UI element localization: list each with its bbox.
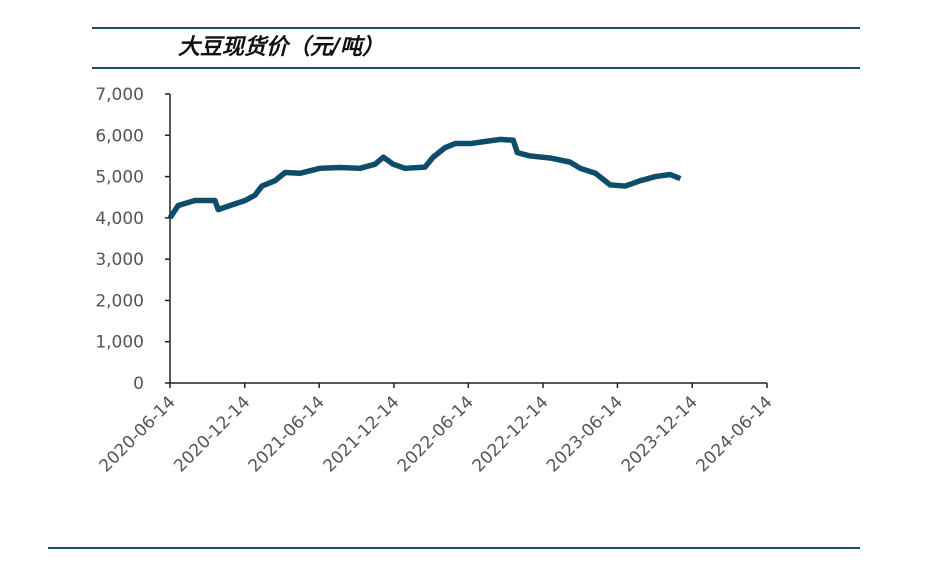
y-tick-label: 3,000 — [95, 250, 144, 270]
data-line — [167, 136, 682, 220]
y-tick-label: 0 — [133, 374, 144, 394]
y-tick-label: 4,000 — [95, 209, 144, 229]
y-tick-label: 2,000 — [95, 291, 144, 311]
x-tick-label: 2020-06-14 — [96, 392, 180, 476]
x-tick-label: 2020-12-14 — [170, 392, 254, 476]
x-tick-label: 2022-12-14 — [469, 392, 553, 476]
y-tick-label: 7,000 — [95, 85, 144, 105]
x-tick-label: 2022-06-14 — [394, 392, 478, 476]
y-tick-label: 6,000 — [95, 126, 144, 146]
x-tick-label: 2021-12-14 — [319, 392, 403, 476]
x-tick-label: 2024-06-14 — [693, 392, 777, 476]
y-tick-label: 1,000 — [95, 333, 144, 353]
x-tick-label: 2021-06-14 — [245, 392, 329, 476]
x-tick-label: 2023-06-14 — [543, 392, 627, 476]
x-tick-label: 2023-12-14 — [618, 392, 702, 476]
y-tick-label: 5,000 — [95, 168, 144, 188]
chart-title: 大豆现货价（元/吨） — [178, 34, 384, 60]
